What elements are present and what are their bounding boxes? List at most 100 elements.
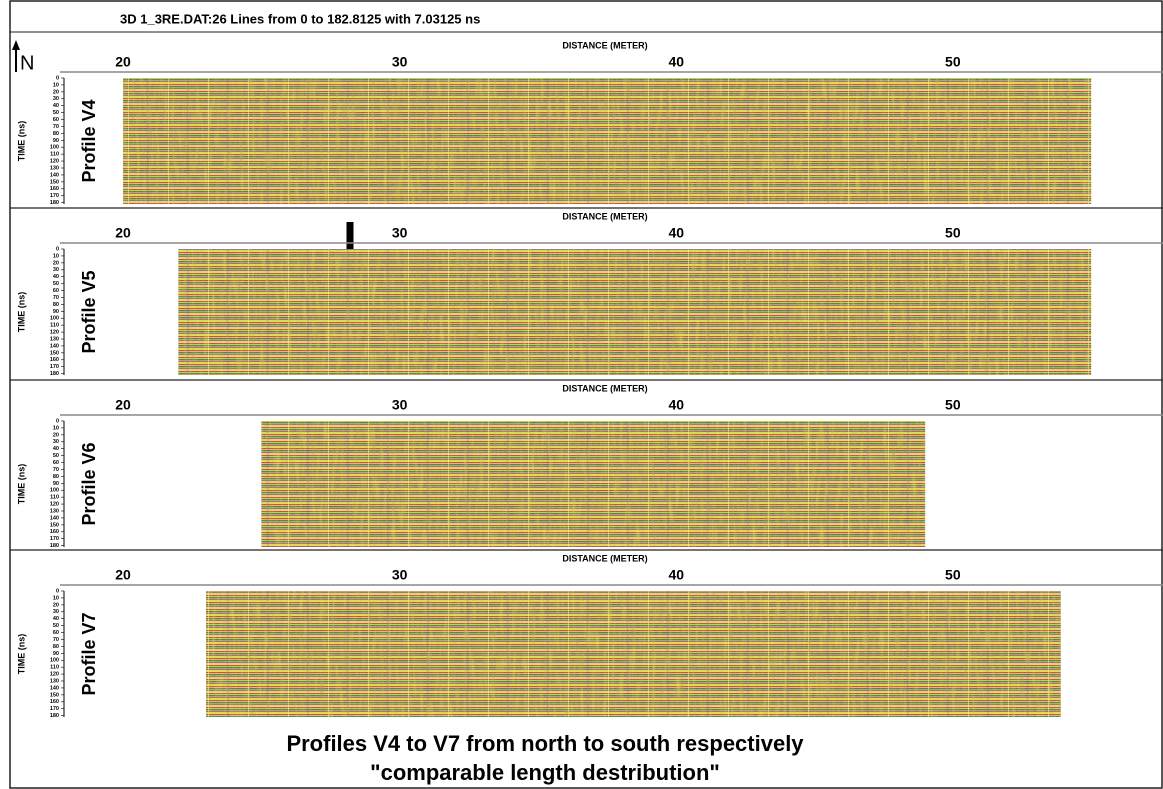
y-tick-label: 20 [53, 89, 59, 95]
profile-label: Profile V5 [79, 270, 99, 353]
x-tick-label: 30 [392, 567, 408, 583]
y-tick-label: 50 [53, 110, 59, 116]
y-tick-label: 0 [56, 246, 59, 252]
y-tick-label: 130 [50, 165, 59, 171]
y-tick-label: 60 [53, 460, 59, 466]
y-tick-label: 30 [53, 96, 59, 102]
x-tick-label: 40 [668, 225, 684, 241]
x-axis-label: DISTANCE (METER) [562, 553, 647, 563]
radargram-noise [261, 421, 926, 547]
y-tick-label: 160 [50, 186, 59, 192]
y-tick-label: 50 [53, 281, 59, 287]
y-tick-label: 80 [53, 131, 59, 137]
y-tick-label: 20 [53, 260, 59, 266]
caption-line: Profiles V4 to V7 from north to south re… [286, 731, 804, 756]
y-tick-label: 170 [50, 193, 59, 199]
y-tick-label: 30 [53, 609, 59, 615]
y-tick-label: 180 [50, 371, 59, 377]
y-tick-label: 130 [50, 336, 59, 342]
caption-line: "comparable length destribution" [370, 760, 720, 785]
y-tick-label: 130 [50, 678, 59, 684]
y-tick-label: 20 [53, 602, 59, 608]
y-tick-label: 30 [53, 439, 59, 445]
y-tick-label: 150 [50, 350, 59, 356]
y-tick-label: 140 [50, 685, 59, 691]
y-tick-label: 160 [50, 529, 59, 535]
frame [9, 0, 1163, 789]
y-tick-label: 50 [53, 623, 59, 629]
x-tick-label: 30 [392, 54, 408, 70]
y-tick-label: 70 [53, 295, 59, 301]
y-tick-label: 170 [50, 706, 59, 712]
x-tick-label: 20 [115, 225, 131, 241]
y-tick-label: 110 [50, 152, 59, 158]
y-tick-label: 110 [50, 495, 59, 501]
y-tick-label: 10 [53, 595, 59, 601]
profile-label: Profile V4 [79, 99, 99, 182]
y-tick-label: 140 [50, 343, 59, 349]
y-axis-label: TIME (ns) [16, 464, 26, 505]
y-tick-label: 110 [50, 665, 59, 671]
y-tick-label: 100 [50, 488, 59, 494]
y-tick-label: 30 [53, 267, 59, 273]
x-tick-label: 20 [115, 567, 131, 583]
y-tick-label: 40 [53, 274, 59, 280]
y-tick-label: 130 [50, 508, 59, 514]
y-tick-label: 160 [50, 357, 59, 363]
y-tick-label: 70 [53, 467, 59, 473]
y-tick-label: 10 [53, 253, 59, 259]
y-tick-label: 140 [50, 515, 59, 521]
y-tick-label: 120 [50, 502, 59, 508]
y-tick-label: 180 [50, 543, 59, 549]
x-tick-label: 40 [668, 397, 684, 413]
y-tick-label: 120 [50, 672, 59, 678]
x-tick-label: 40 [668, 567, 684, 583]
y-axis-label: TIME (ns) [16, 121, 26, 162]
x-tick-label: 20 [115, 54, 131, 70]
y-tick-label: 70 [53, 124, 59, 130]
y-tick-label: 90 [53, 481, 59, 487]
y-tick-label: 0 [56, 418, 59, 424]
y-tick-label: 110 [50, 323, 59, 329]
y-tick-label: 40 [53, 616, 59, 622]
y-tick-label: 10 [53, 82, 59, 88]
y-tick-label: 20 [53, 432, 59, 438]
y-tick-label: 170 [50, 536, 59, 542]
x-axis-label: DISTANCE (METER) [562, 383, 647, 393]
y-axis-label: TIME (ns) [16, 292, 26, 333]
y-tick-label: 160 [50, 699, 59, 705]
y-tick-label: 170 [50, 364, 59, 370]
radargram-noise [123, 78, 1092, 204]
y-tick-label: 150 [50, 692, 59, 698]
radargram-noise [206, 591, 1061, 717]
x-tick-label: 50 [945, 397, 961, 413]
y-tick-label: 80 [53, 644, 59, 650]
radargram-noise [178, 249, 1092, 375]
y-tick-label: 80 [53, 474, 59, 480]
y-tick-label: 90 [53, 309, 59, 315]
y-tick-label: 100 [50, 145, 59, 151]
profile-label: Profile V6 [79, 442, 99, 525]
x-tick-label: 50 [945, 225, 961, 241]
y-tick-label: 50 [53, 453, 59, 459]
y-tick-label: 120 [50, 159, 59, 165]
y-tick-label: 70 [53, 637, 59, 643]
y-tick-label: 150 [50, 179, 59, 185]
profile-label: Profile V7 [79, 612, 99, 695]
y-tick-label: 140 [50, 172, 59, 178]
x-tick-label: 40 [668, 54, 684, 70]
x-axis-label: DISTANCE (METER) [562, 40, 647, 50]
y-tick-label: 180 [50, 713, 59, 719]
y-tick-label: 60 [53, 288, 59, 294]
y-tick-label: 40 [53, 446, 59, 452]
y-tick-label: 90 [53, 651, 59, 657]
y-axis-label: TIME (ns) [16, 634, 26, 675]
y-tick-label: 10 [53, 425, 59, 431]
x-axis-label: DISTANCE (METER) [562, 211, 647, 221]
north-arrow-head [12, 40, 20, 50]
header-title: 3D 1_3RE.DAT:26 Lines from 0 to 182.8125… [120, 11, 480, 26]
y-tick-label: 60 [53, 117, 59, 123]
y-tick-label: 180 [50, 200, 59, 206]
x-tick-label: 50 [945, 567, 961, 583]
